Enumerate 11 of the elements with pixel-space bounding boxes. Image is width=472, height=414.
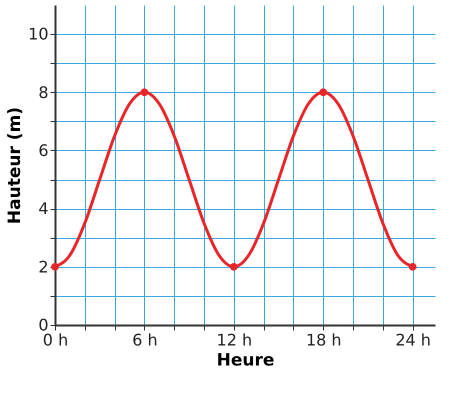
y-tick-label: 6 — [38, 140, 48, 160]
x-tick-label: 24 h — [395, 330, 431, 350]
x-tick-label: 6 h — [132, 330, 158, 350]
x-axis-title: Heure — [216, 350, 274, 370]
y-tick-label: 2 — [38, 257, 48, 276]
y-tick-label: 10 — [28, 24, 48, 44]
x-tick-label: 12 h — [216, 330, 252, 350]
y-tick-label: 8 — [38, 82, 48, 102]
x-tick-label: 18 h — [306, 330, 342, 350]
y-tick-label: 4 — [38, 199, 48, 218]
y-axis-title: Hauteur (m) — [5, 106, 26, 224]
